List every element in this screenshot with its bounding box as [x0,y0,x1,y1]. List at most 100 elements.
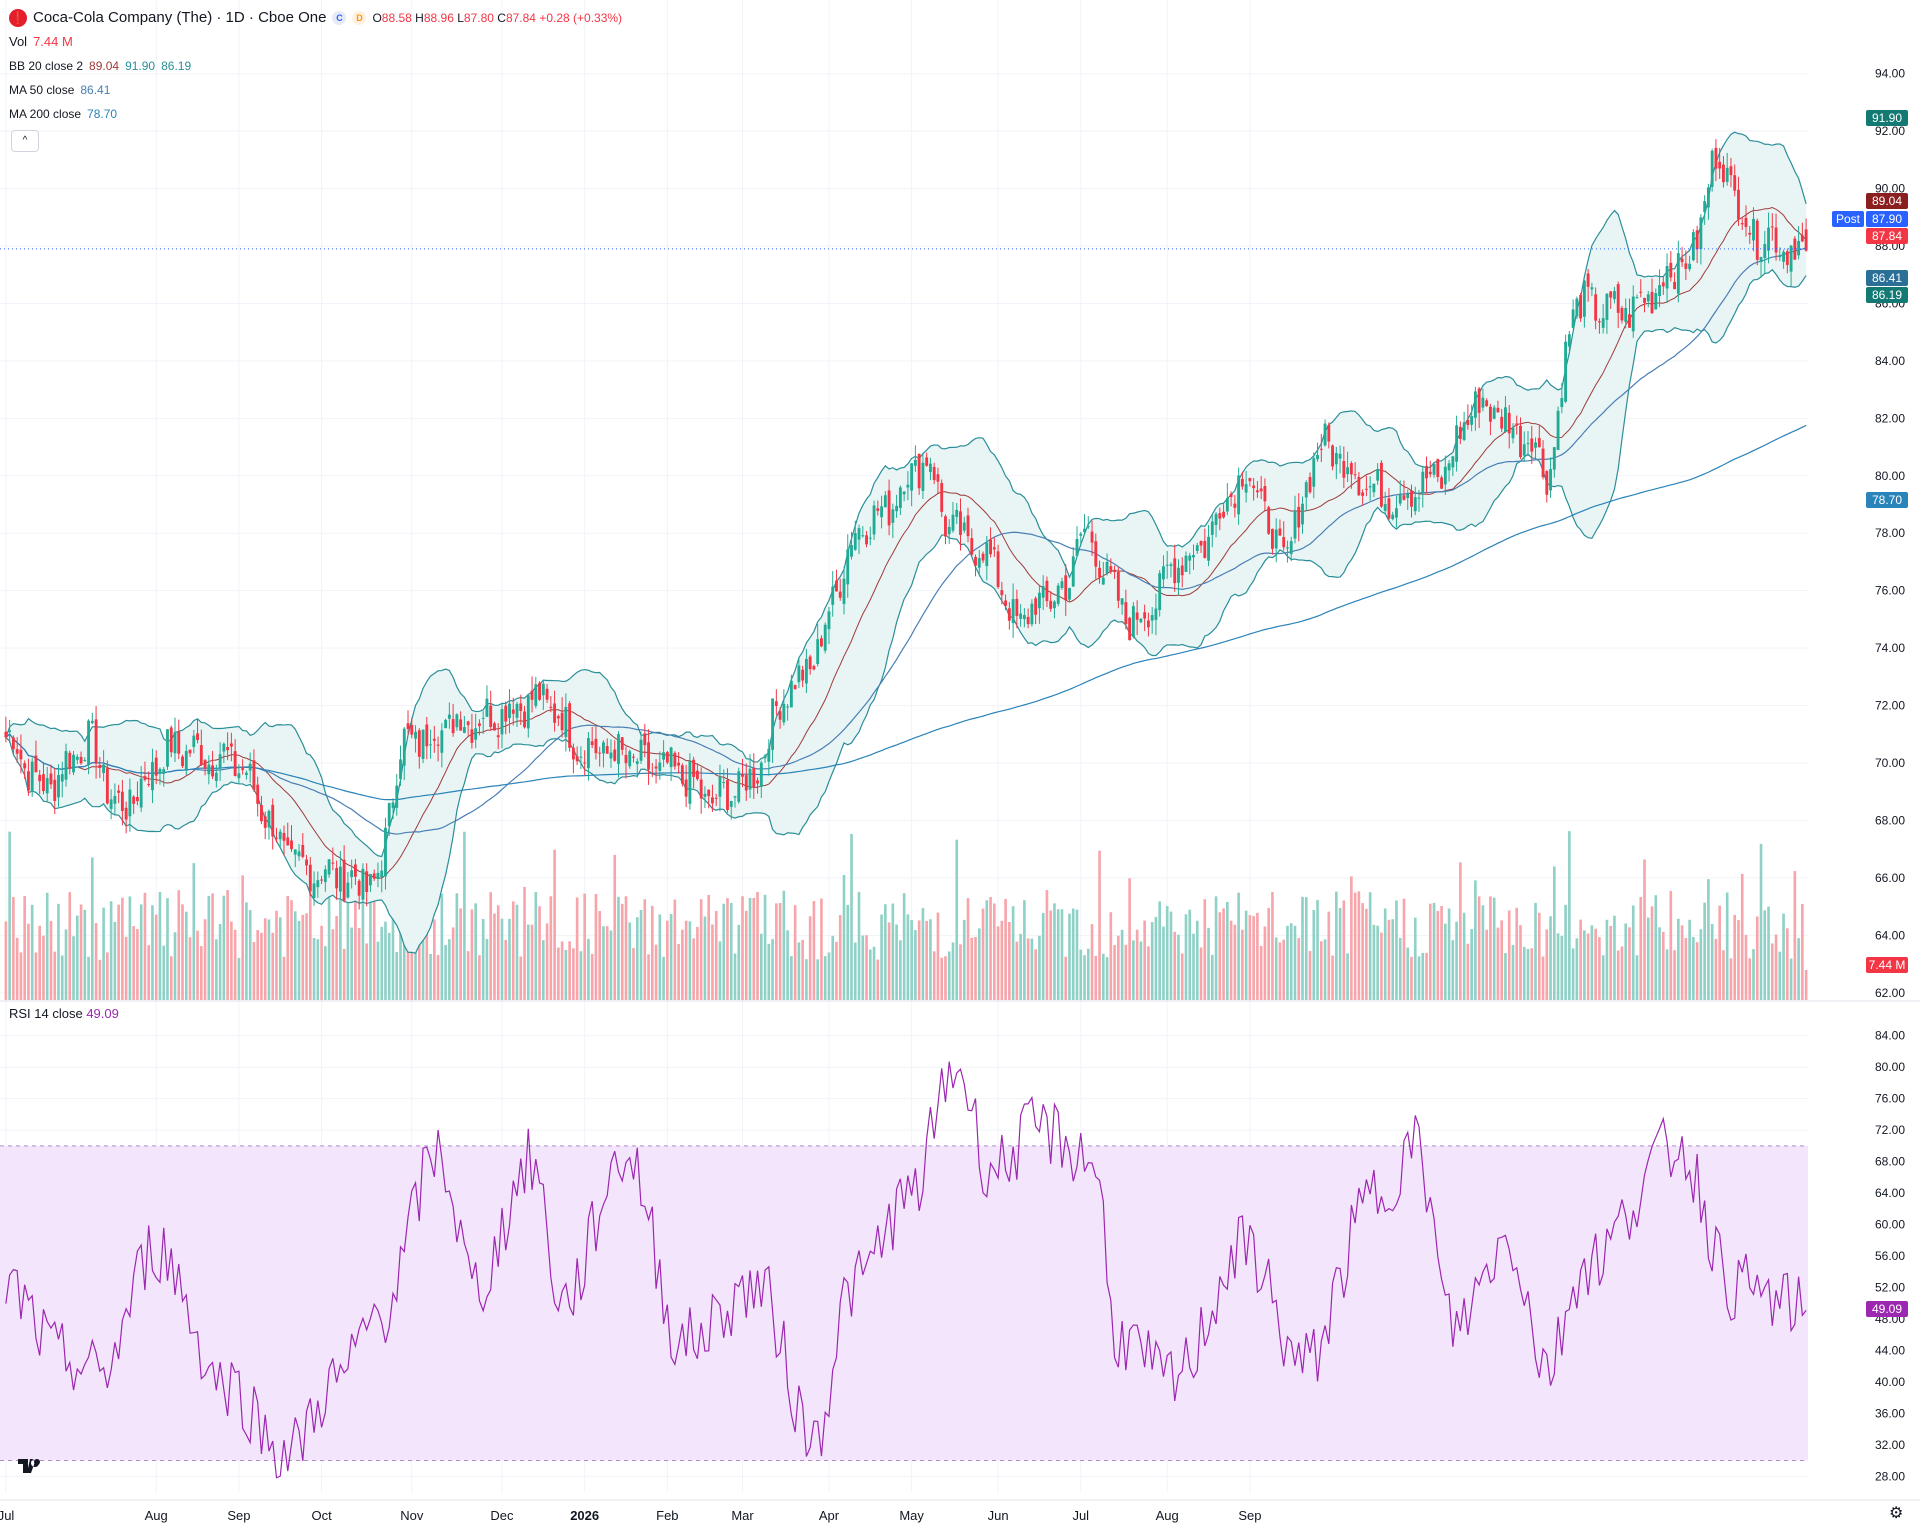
collapse-legend-button[interactable]: ^ [11,130,39,152]
volume-bar [1492,897,1496,1000]
rsi-line [5,1061,1807,1479]
candle-body [1789,245,1793,272]
rsi-axis-label: 72.00 [1875,1123,1905,1137]
volume-bar [1643,859,1646,1000]
candle-body [113,795,117,804]
volume-bar [763,894,767,1000]
candle-body [75,756,79,760]
volume-bar [4,921,8,1000]
volume-bar [1432,902,1436,1000]
volume-bar [1252,916,1255,1000]
volume-bar [557,947,560,1000]
candle-body [530,690,534,700]
candle-body [1218,513,1222,519]
volume-bar [793,905,797,1000]
tradingview-logo-icon[interactable] [16,1455,48,1481]
volume-bar [771,939,774,1000]
candle-body [1011,599,1015,624]
candle-body [79,756,83,764]
candle-body [500,709,504,735]
candle-body [789,680,793,708]
price-axis-label: 90.00 [1875,182,1905,196]
volume-bar [1210,954,1214,1000]
volume-bar [1218,912,1222,1000]
volume-bar [45,892,49,1000]
volume-bar [929,919,932,1000]
market-closed-icon[interactable]: C [332,11,347,25]
volume-bar [1413,917,1417,1000]
volume-bar [808,916,812,1000]
volume-bar [1710,923,1714,1000]
volume-bar [1477,896,1481,1000]
delayed-data-icon[interactable]: D [352,11,367,25]
candle-body [1556,410,1560,450]
candle-body [1413,497,1417,512]
candle-body [1327,424,1331,442]
candle-body [391,802,395,809]
candle-body [763,755,767,759]
candle-body [1098,567,1101,578]
candle-body [504,705,508,722]
candle-body [515,703,519,718]
volume-bar [993,903,996,1000]
volume-bar [962,919,966,1000]
volume-bar [692,938,695,1000]
volume-bar [1466,943,1470,1000]
volume-bar [1609,925,1613,1000]
volume-bar [884,904,887,1000]
volume-bar [1060,909,1064,1000]
candle-body [451,719,455,734]
legend-bollinger[interactable]: BB 20 close 2 89.04 91.90 86.19 [9,59,192,73]
candle-body [1755,220,1759,260]
volume-bar [658,914,662,1000]
candle-body [1417,497,1421,499]
time-axis-label: May [899,1508,924,1523]
symbol-title[interactable]: Coca-Cola Company (The) · 1D · Cboe One [33,9,327,26]
volume-bar [271,932,275,1000]
time-axis-label: Apr [819,1508,840,1523]
candle-body [45,778,49,794]
volume-bar [1350,876,1353,1000]
volume-bar [1590,925,1594,1000]
candle-body [876,508,880,511]
candle-body [387,803,391,827]
settings-gear-icon[interactable]: ⚙ [1889,1505,1904,1522]
candle-body [1567,334,1571,347]
legend-volume[interactable]: Vol 7.44 M [9,34,73,49]
candle-body [229,743,233,747]
volume-bar [996,926,1000,1000]
volume-bar [1801,903,1804,1000]
volume-bar [1173,931,1177,1000]
candles[interactable] [0,139,1808,910]
candle-body [207,764,211,775]
candle-body [1477,388,1481,413]
volume-bar [436,954,440,1000]
bb-upper-line [5,131,1807,858]
volume-bar [485,939,489,1000]
candle-body [1425,466,1428,479]
volume-bar [865,935,868,1000]
candle-body [962,522,966,531]
volume-bar [1748,958,1752,1000]
candle-body [759,762,763,787]
volume-bar [339,899,342,1000]
volume-bar [166,898,169,1000]
volume-bar [376,941,380,1000]
candle-body [30,761,34,793]
candle-body [816,639,820,664]
legend-rsi[interactable]: RSI 14 close 49.09 [9,1006,119,1021]
candle-body [42,774,45,792]
volume-bar [748,897,752,1000]
candle-body [151,762,154,791]
volume-bar [925,921,928,1000]
candle-body [1135,612,1139,620]
candle-body [917,453,921,489]
legend-ma200[interactable]: MA 200 close 78.70 [9,107,118,121]
legend-ma50[interactable]: MA 50 close 86.41 [9,83,111,97]
candle-body [1271,528,1274,549]
rsi-axis-label: 36.00 [1875,1406,1905,1420]
volume-bar [1673,950,1676,1000]
volume-bar [910,920,913,1000]
volume-bar [1459,862,1462,1000]
